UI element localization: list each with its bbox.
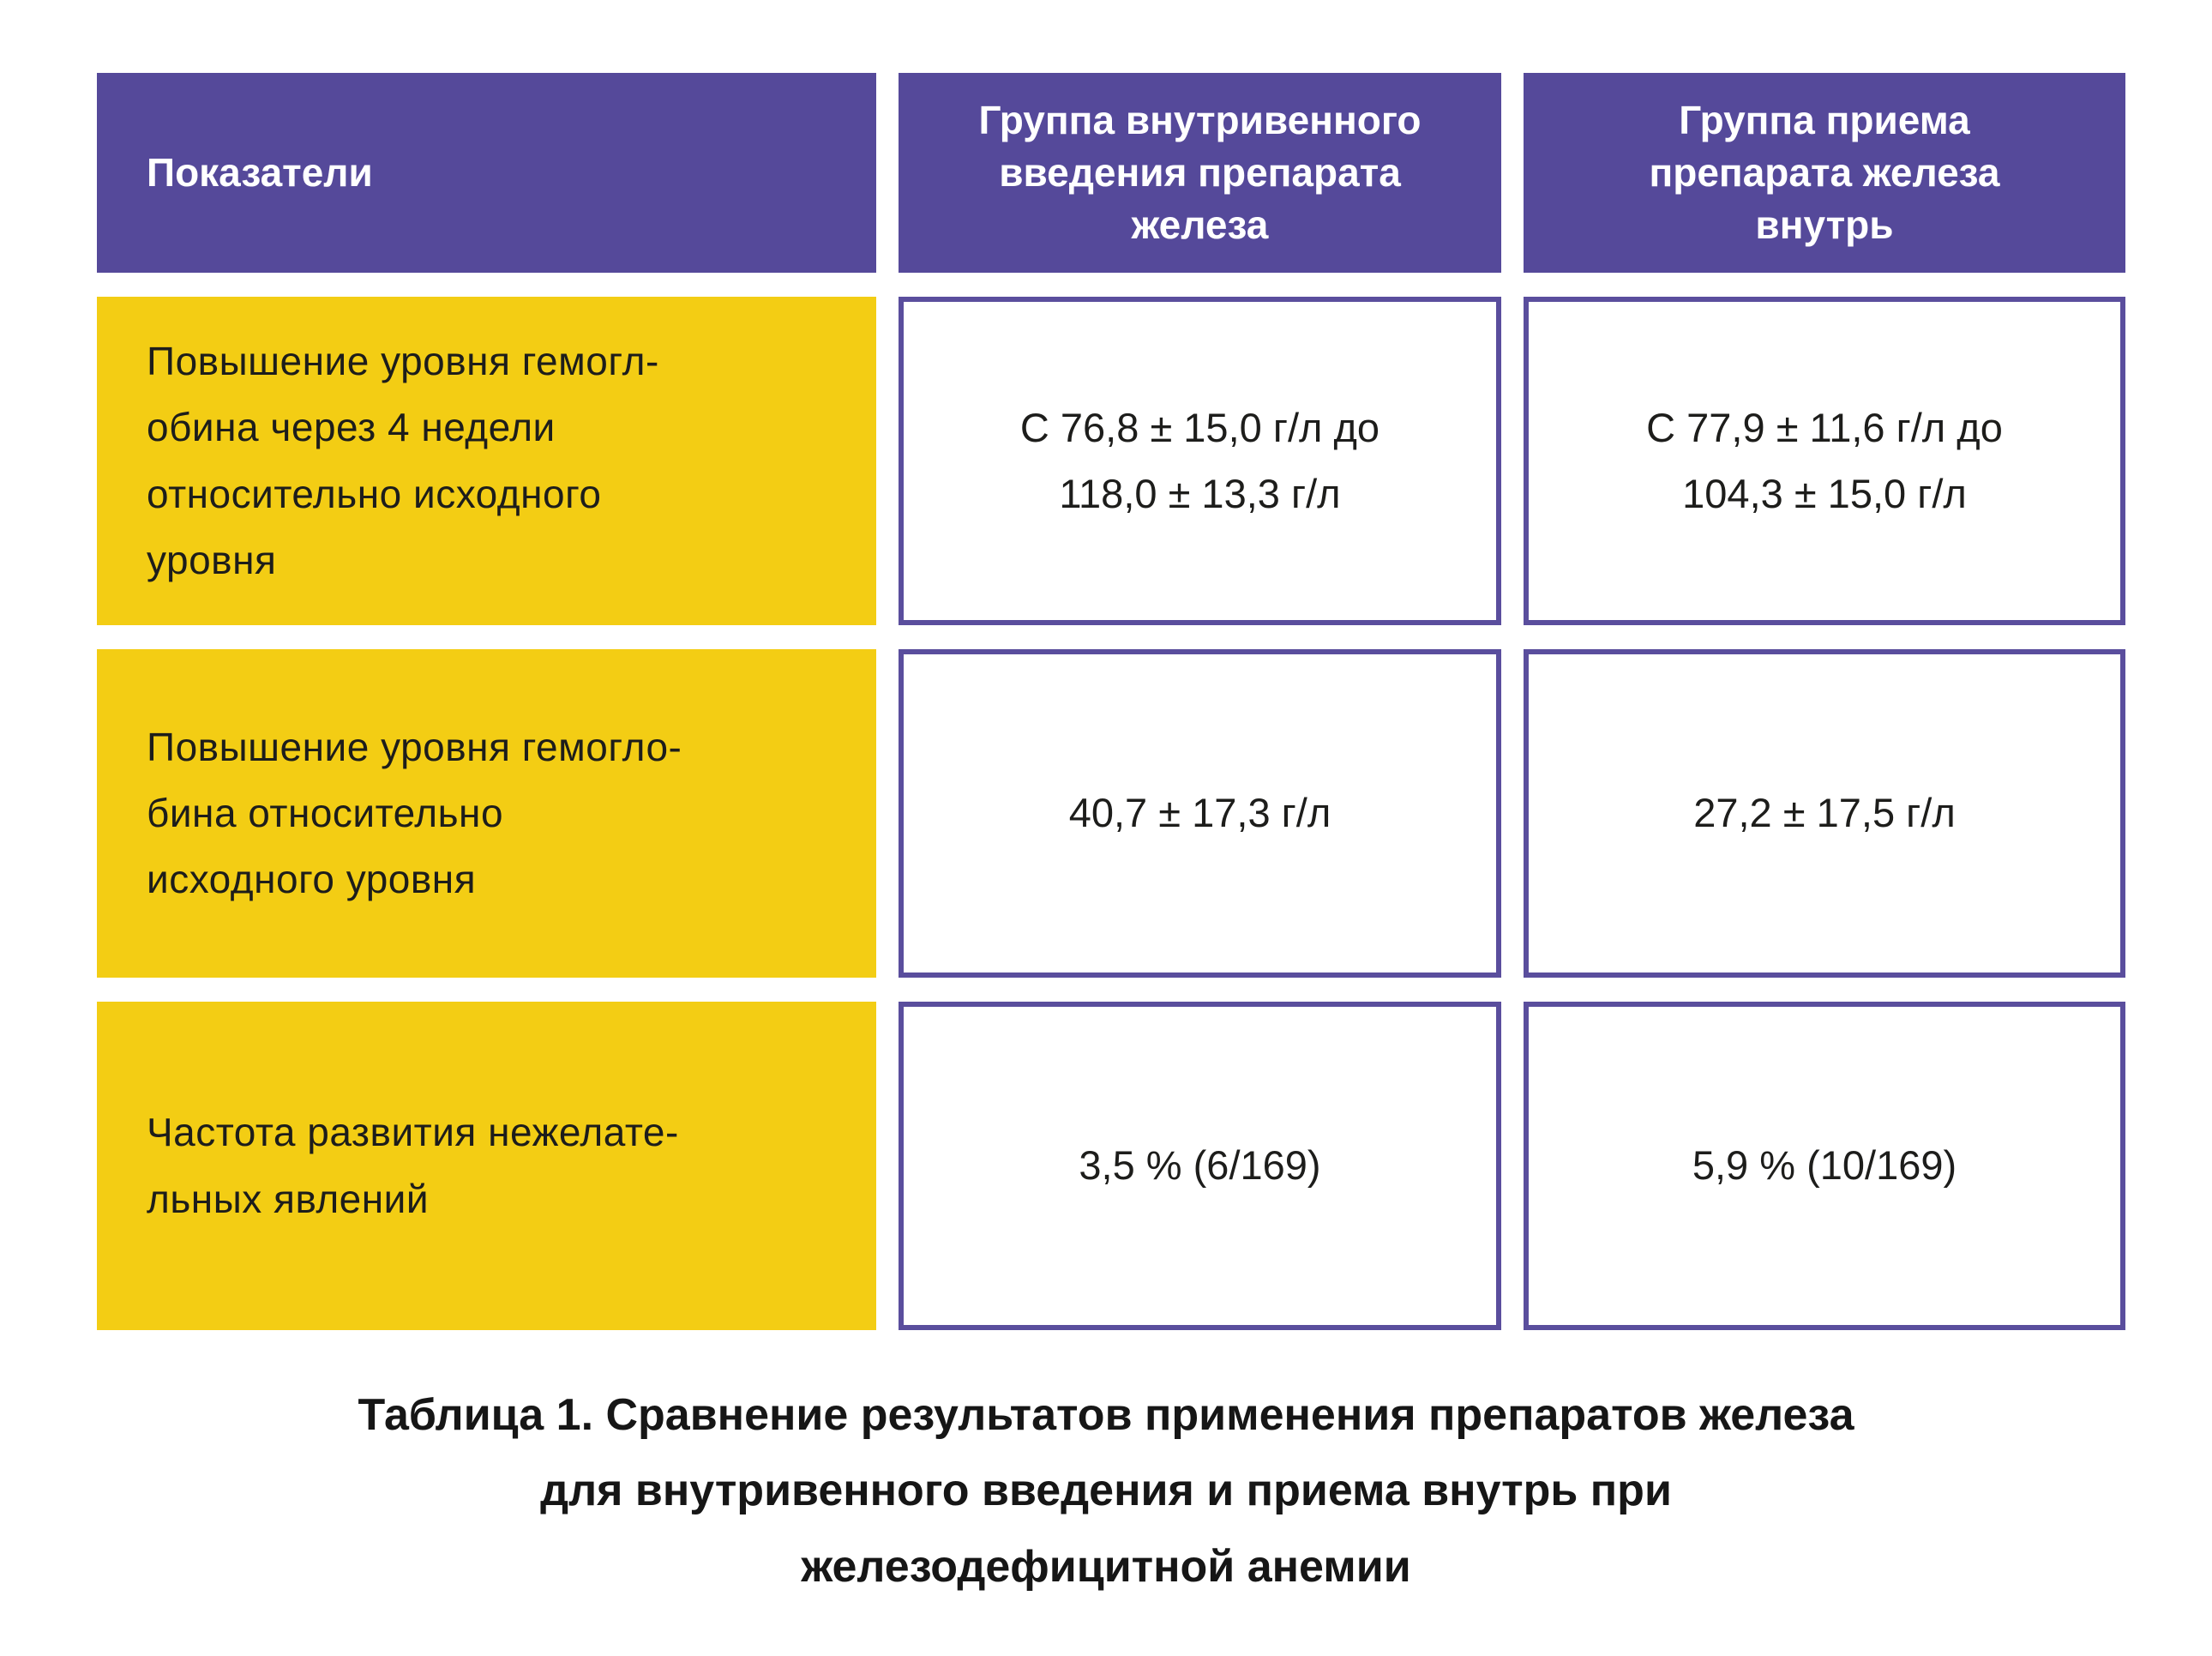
value-hemoglobin-4-weeks-iv: С 76,8 ± 15,0 г/л до 118,0 ± 13,3 г/л [899, 297, 1501, 625]
value-adverse-events-oral: 5,9 % (10/169) [1524, 1002, 2125, 1330]
row-label-hemoglobin-4-weeks: Повышение уровня гемогл- обина через 4 н… [97, 297, 876, 625]
value-adverse-events-iv: 3,5 % (6/169) [899, 1002, 1501, 1330]
row-label-hemoglobin-increase: Повышение уровня гемогло- бина относител… [97, 649, 876, 978]
header-cell-oral-group: Группа приема препарата железа внутрь [1524, 73, 2125, 273]
value-hemoglobin-4-weeks-oral: С 77,9 ± 11,6 г/л до 104,3 ± 15,0 г/л [1524, 297, 2125, 625]
comparison-table: Показатели Группа внутривенного введения… [97, 73, 2125, 1330]
header-cell-indicators: Показатели [97, 73, 876, 273]
header-cell-iv-group: Группа внутривенного введения препарата … [899, 73, 1501, 273]
table-caption: Таблица 1. Сравнение результатов примене… [358, 1390, 1854, 1592]
row-label-adverse-events: Частота развития нежелате- льных явлений [97, 1002, 876, 1330]
value-hemoglobin-increase-iv: 40,7 ± 17,3 г/л [899, 649, 1501, 978]
value-hemoglobin-increase-oral: 27,2 ± 17,5 г/л [1524, 649, 2125, 978]
